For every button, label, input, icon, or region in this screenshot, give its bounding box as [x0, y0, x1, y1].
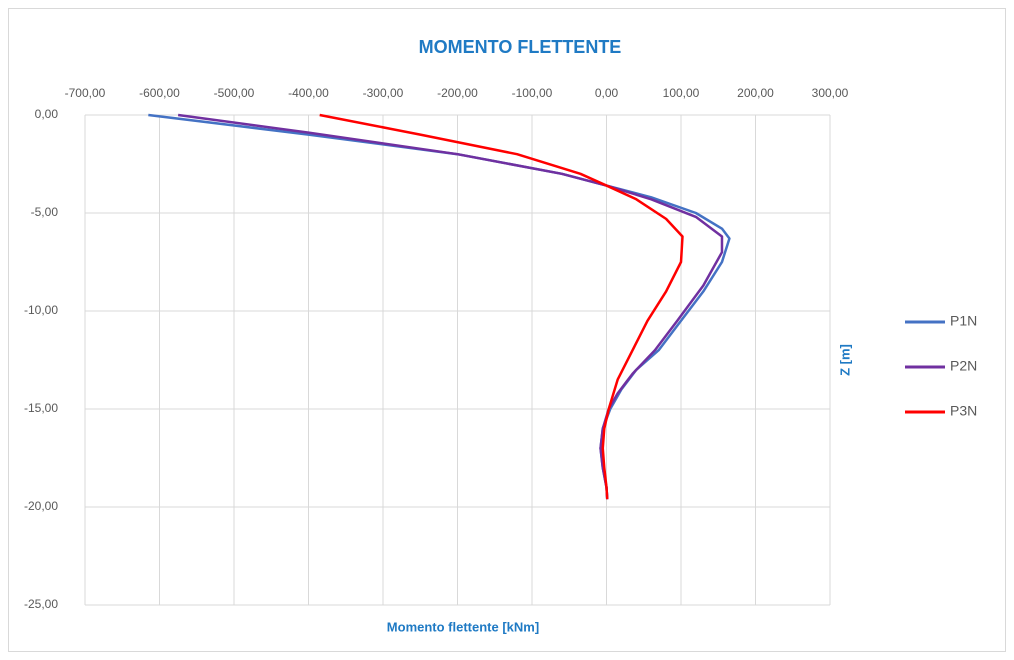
- x-tick-label: 300,00: [812, 86, 849, 100]
- legend-label: P3N: [950, 403, 977, 419]
- y-tick-label: 0,00: [35, 107, 59, 121]
- x-tick-label: -100,00: [512, 86, 553, 100]
- y-tick-label: -5,00: [31, 205, 59, 219]
- x-tick-label: -600,00: [139, 86, 180, 100]
- x-axis-title: Momento flettente [kNm]: [387, 619, 539, 634]
- y-tick-label: -25,00: [24, 597, 58, 611]
- legend-label: P1N: [950, 313, 977, 329]
- legend-label: P2N: [950, 358, 977, 374]
- x-tick-label: 200,00: [737, 86, 774, 100]
- chart-frame: [8, 8, 1006, 652]
- x-tick-label: 100,00: [663, 86, 700, 100]
- y-tick-label: -20,00: [24, 499, 58, 513]
- x-tick-label: -300,00: [363, 86, 404, 100]
- x-tick-label: -400,00: [288, 86, 329, 100]
- x-tick-label: -500,00: [214, 86, 255, 100]
- y-tick-label: -15,00: [24, 401, 58, 415]
- series-line: [177, 113, 724, 500]
- y-axis-title: Z [m]: [837, 344, 852, 376]
- chart-title: MOMENTO FLETTENTE: [419, 37, 622, 57]
- x-tick-label: 0,00: [595, 86, 619, 100]
- x-tick-label: -700,00: [65, 86, 106, 100]
- y-tick-label: -10,00: [24, 303, 58, 317]
- series-line: [319, 113, 684, 500]
- x-tick-label: -200,00: [437, 86, 478, 100]
